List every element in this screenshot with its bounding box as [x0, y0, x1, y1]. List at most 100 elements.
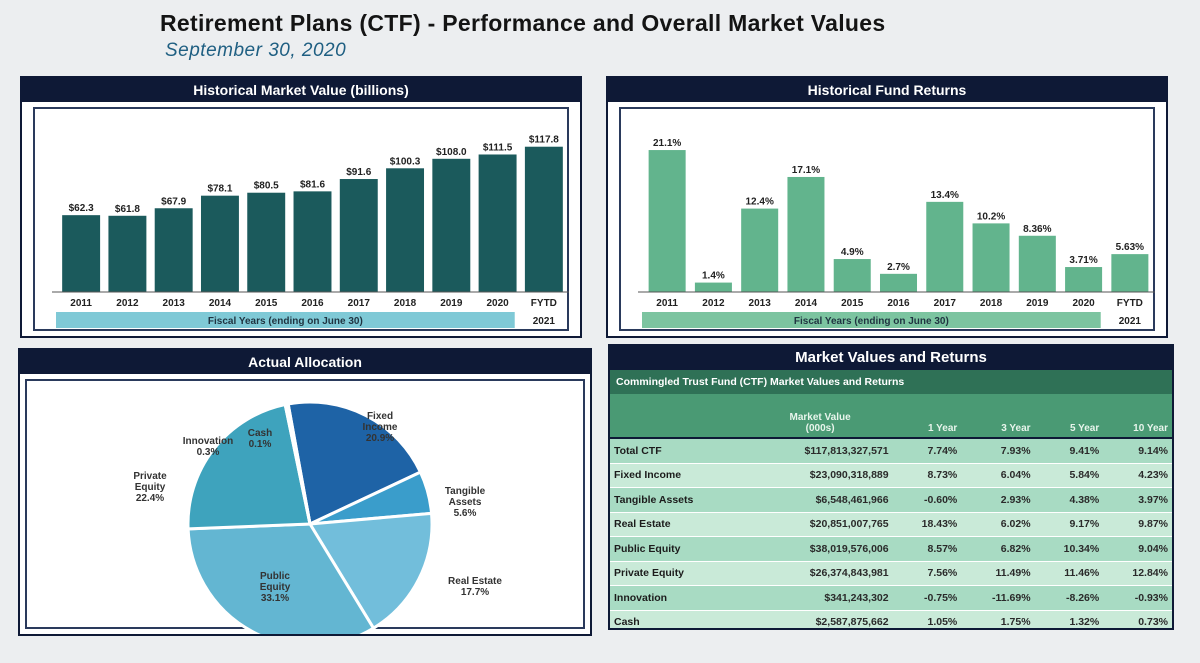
table-cell: $2,587,875,662: [747, 609, 893, 628]
allocation-pie-chart: Fixed Income 20.9% Tangible Assets 5.6% Real E…: [25, 379, 585, 634]
row-name: Innovation: [610, 585, 748, 610]
row-name: Real Estate: [610, 511, 748, 537]
data-label: $100.3: [390, 156, 421, 167]
pie-label-innovation: Innovation 0.3%: [183, 436, 234, 458]
table-cell: 11.46%: [1034, 560, 1104, 586]
pie-label-line: Equity: [135, 482, 166, 493]
bar-2011: [62, 215, 101, 292]
pie-slice-real-estate: [307, 511, 434, 631]
table-cell: 18.43%: [892, 511, 962, 537]
data-label: $80.5: [254, 181, 279, 192]
page-subtitle: September 30, 2020: [165, 40, 347, 61]
data-label: 17.1%: [792, 165, 820, 176]
tick-label: 2017: [348, 298, 371, 309]
bar-2014: [200, 195, 239, 292]
tick-label: FYTD: [1117, 298, 1143, 309]
table-cell: 5.84%: [1034, 462, 1104, 488]
bar-2013: [154, 208, 193, 292]
pie-label-line: 0.3%: [197, 447, 220, 458]
data-label: $61.8: [115, 204, 140, 215]
table-cell: $23,090,318,889: [747, 462, 893, 488]
tick-label: 2017: [934, 298, 957, 309]
row-name: Fixed Income: [610, 462, 748, 488]
bar-2018: [972, 223, 1010, 292]
allocation-panel-title: Actual Allocation: [20, 350, 590, 374]
table-cell: 9.04%: [1103, 536, 1172, 561]
table-cell: $117,813,327,571: [747, 437, 893, 463]
data-label: $108.0: [436, 147, 467, 158]
tick-label: FYTD: [531, 298, 557, 309]
pie-slice-public-equity: [186, 522, 376, 634]
column-header: 10 Year: [1103, 394, 1172, 438]
tick-label: 2016: [887, 298, 910, 309]
row-name: Private Equity: [610, 560, 748, 586]
pie-label-real-estate: Real Estate 17.7%: [448, 576, 502, 598]
data-label: 3.71%: [1069, 255, 1097, 266]
data-label: 4.9%: [841, 247, 864, 258]
table-cell: 3.97%: [1103, 487, 1172, 512]
bar-2015: [833, 259, 871, 292]
fund-returns-chart: 21.1% 2011 1.4% 2012 12.4% 2013 17.1% 2014 4.9% 2…: [619, 107, 1155, 331]
pie-label-line: Private: [133, 471, 167, 482]
bar-2016: [293, 191, 332, 292]
returns-table: Market Value (000s) 1 Year 3 Year 5 Year 10 Y…: [610, 394, 1172, 628]
tick-label: 2016: [301, 298, 324, 309]
data-label: 2.7%: [887, 262, 910, 273]
data-label: $62.3: [69, 203, 94, 214]
table-cell: 1.75%: [961, 609, 1035, 628]
tick-label: 2013: [749, 298, 772, 309]
data-label: 8.36%: [1023, 224, 1051, 235]
returns-table-subtitle: Commingled Trust Fund (CTF) Market Value…: [610, 370, 1172, 394]
bar-2019: [1018, 235, 1056, 292]
table-cell: 7.93%: [961, 437, 1035, 463]
market-value-panel: Historical Market Value (billions) $62.3…: [20, 76, 582, 338]
tick-label: 2014: [209, 298, 232, 309]
table-row: Real Estate $20,851,007,765 18.43% 6.02% 9.1…: [610, 511, 1172, 537]
tick-label: 2012: [116, 298, 139, 309]
tick-label: 2015: [255, 298, 278, 309]
x-axis-label: Fiscal Years (ending on June 30): [208, 316, 363, 327]
table-cell: $38,019,576,006: [747, 536, 893, 561]
table-cell: -8.26%: [1034, 585, 1104, 610]
data-label: 12.4%: [746, 197, 774, 208]
table-row: Private Equity $26,374,843,981 7.56% 11.49%…: [610, 560, 1172, 586]
table-row: Cash $2,587,875,662 1.05% 1.75% 1.32% 0.73%: [610, 609, 1172, 628]
tick-label: 2013: [163, 298, 186, 309]
bar-2019: [432, 158, 471, 292]
bar-2015: [247, 192, 286, 292]
table-cell: $341,243,302: [747, 585, 893, 610]
table-cell: $6,548,461,966: [747, 487, 893, 512]
bar-2017: [339, 179, 378, 292]
plot-frame: [619, 107, 1155, 331]
pie-slice-cash: [285, 402, 312, 525]
table-cell: 10.34%: [1034, 536, 1104, 561]
data-label: $111.5: [483, 142, 513, 153]
pie-label-line: Income: [362, 422, 397, 433]
tick-label: 2011: [656, 298, 678, 309]
table-cell: -0.75%: [892, 585, 962, 610]
table-cell: 11.49%: [961, 560, 1035, 586]
fund-returns-panel: Historical Fund Returns 21.1% 2011 1.4% 201…: [606, 76, 1168, 338]
data-label: 1.4%: [702, 271, 725, 282]
table-cell: 8.57%: [892, 536, 962, 561]
pie-label-line: 33.1%: [261, 593, 289, 604]
table-cell: -0.93%: [1103, 585, 1172, 610]
table-row: Public Equity $38,019,576,006 8.57% 6.82% 10…: [610, 536, 1172, 561]
table-cell: 7.74%: [892, 437, 962, 463]
tick-label: 2018: [980, 298, 1003, 309]
tick-label: 2012: [702, 298, 725, 309]
table-cell: 4.38%: [1034, 487, 1104, 512]
table-cell: 12.84%: [1103, 560, 1172, 586]
row-name: Total CTF: [610, 437, 748, 463]
bar-fytd-2021: [524, 146, 563, 292]
pie-label-line: Tangible: [445, 486, 486, 497]
table-cell: -11.69%: [961, 585, 1035, 610]
table-cell: $20,851,007,765: [747, 511, 893, 537]
tick-label: 2014: [795, 298, 818, 309]
tick-label: 2019: [1026, 298, 1049, 309]
column-header: 3 Year: [961, 394, 1035, 438]
pie-label-private-equity: Private Equity 22.4%: [133, 471, 167, 504]
table-cell: 1.32%: [1034, 609, 1104, 628]
pie-label-tangible-assets: Tangible Assets 5.6%: [445, 486, 486, 519]
fund-returns-panel-title: Historical Fund Returns: [608, 78, 1166, 102]
